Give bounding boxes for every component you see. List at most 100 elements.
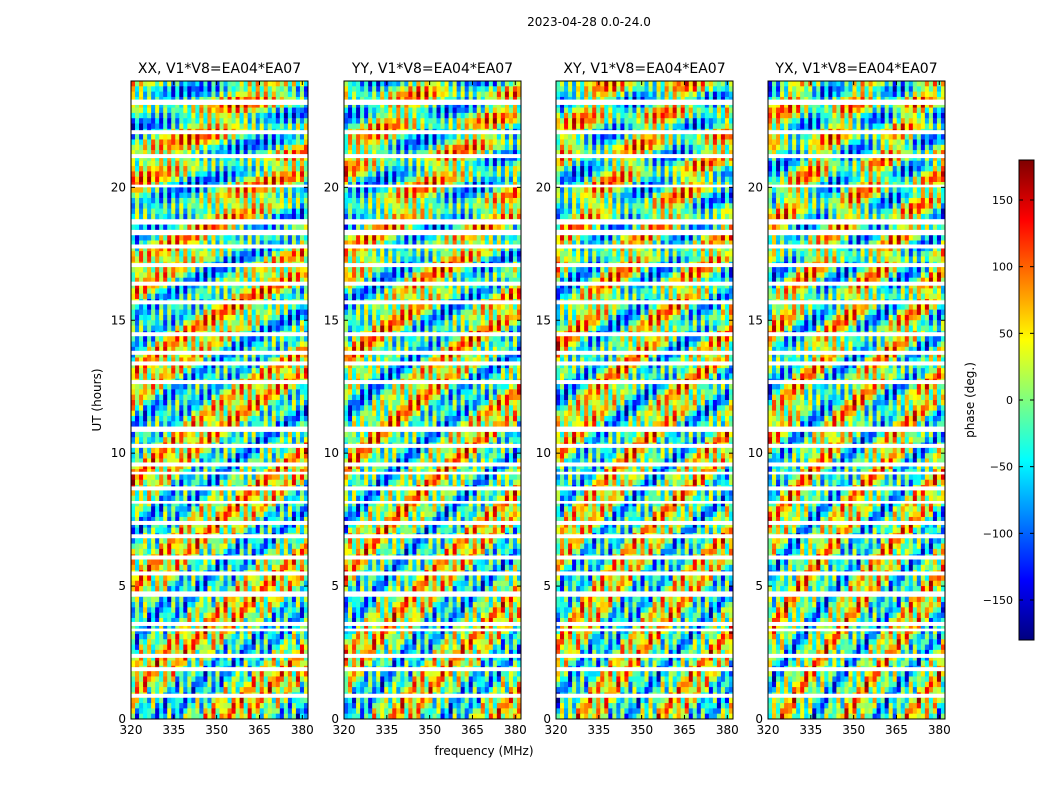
flagged-interval <box>768 501 945 504</box>
flagged-interval <box>556 571 733 576</box>
y-tick-label: 15 <box>324 313 339 327</box>
y-tick-label: 15 <box>748 313 763 327</box>
x-tick-label: 380 <box>928 723 951 737</box>
flagged-interval <box>131 621 308 626</box>
y-tick-label: 15 <box>111 313 126 327</box>
flagged-interval <box>556 361 733 366</box>
colorbar-tick-label: −100 <box>983 527 1013 540</box>
flagged-interval <box>344 130 521 135</box>
flagged-interval <box>131 244 308 249</box>
x-tick-label: 380 <box>716 723 739 737</box>
panel-title: XY, V1*V8=EA04*EA07 <box>563 61 725 77</box>
colorbar-tick-label: 0 <box>1006 394 1013 407</box>
flagged-interval <box>768 219 945 225</box>
flagged-interval <box>131 443 308 448</box>
flagged-interval <box>768 263 945 268</box>
y-tick-label: 5 <box>331 579 339 593</box>
flagged-interval <box>344 229 521 236</box>
flagged-interval <box>556 219 733 225</box>
flagged-interval <box>344 263 521 268</box>
y-axis-label: UT (hours) <box>90 368 104 431</box>
flagged-interval <box>768 154 945 159</box>
flagged-interval <box>131 380 308 385</box>
flagged-interval <box>131 693 308 698</box>
panel-yx: YX, V1*V8=EA04*EA07 320 335 350 365 380 0 5 10 15… <box>748 61 951 737</box>
flagged-interval <box>131 350 308 355</box>
flagged-interval <box>768 591 945 597</box>
flagged-interval <box>556 653 733 658</box>
flagged-interval <box>131 486 308 491</box>
flagged-interval <box>131 520 308 525</box>
flagged-interval <box>556 621 733 626</box>
flagged-interval <box>131 281 308 286</box>
flagged-interval <box>768 350 945 355</box>
x-tick-label: 365 <box>673 723 696 737</box>
colorbar-tick-label: 50 <box>999 327 1013 340</box>
flagged-interval <box>768 426 945 432</box>
panel-yy: YY, V1*V8=EA04*EA07 320 335 350 365 380 0 5 10 15… <box>324 61 527 737</box>
flagged-interval <box>768 571 945 576</box>
flagged-interval <box>556 591 733 597</box>
flagged-interval <box>131 534 308 539</box>
flagged-interval <box>344 244 521 249</box>
flagged-interval <box>131 263 308 268</box>
flagged-interval <box>344 534 521 539</box>
flagged-interval <box>131 300 308 305</box>
x-tick-label: 320 <box>545 723 568 737</box>
flagged-interval <box>344 300 521 305</box>
flagged-interval <box>344 501 521 504</box>
flagged-interval <box>344 555 521 560</box>
y-tick-label: 10 <box>111 446 126 460</box>
flagged-interval <box>556 99 733 105</box>
flagged-interval <box>131 462 308 467</box>
flagged-interval <box>768 471 945 475</box>
x-tick-label: 320 <box>757 723 780 737</box>
x-axis-label: frequency (MHz) <box>434 744 533 758</box>
flagged-interval <box>131 130 308 135</box>
flagged-interval <box>768 332 945 337</box>
y-tick-label: 20 <box>111 180 126 194</box>
flagged-interval <box>768 184 945 188</box>
flagged-interval <box>768 653 945 658</box>
flagged-interval <box>344 361 521 366</box>
flagged-interval <box>344 486 521 491</box>
flagged-interval <box>556 154 733 159</box>
colorbar-label: phase (deg.) <box>963 362 977 438</box>
panel-title: YY, V1*V8=EA04*EA07 <box>351 61 513 77</box>
x-tick-label: 350 <box>842 723 865 737</box>
y-tick-label: 5 <box>755 579 763 593</box>
flagged-interval <box>131 332 308 337</box>
flagged-interval <box>556 693 733 698</box>
y-tick-label: 20 <box>748 180 763 194</box>
flagged-interval <box>768 555 945 560</box>
flagged-interval <box>556 471 733 475</box>
flagged-interval <box>344 693 521 698</box>
flagged-interval <box>344 426 521 432</box>
flagged-interval <box>344 571 521 576</box>
y-tick-label: 10 <box>748 446 763 460</box>
x-tick-label: 365 <box>461 723 484 737</box>
flagged-interval <box>556 628 733 632</box>
y-tick-label: 20 <box>536 180 551 194</box>
panel-xy: XY, V1*V8=EA04*EA07 320 335 350 365 380 0 5 10 15… <box>536 61 739 737</box>
heatmap-cells <box>556 81 733 719</box>
flagged-interval <box>556 263 733 268</box>
panel-title: YX, V1*V8=EA04*EA07 <box>774 61 937 77</box>
flagged-interval <box>556 332 733 337</box>
flagged-interval <box>344 219 521 225</box>
flagged-interval <box>556 501 733 504</box>
x-tick-label: 335 <box>799 723 822 737</box>
flagged-interval <box>344 332 521 337</box>
x-tick-label: 320 <box>120 723 143 737</box>
heatmap-cells <box>131 81 308 719</box>
y-tick-label: 5 <box>543 579 551 593</box>
flagged-interval <box>131 628 308 632</box>
flagged-interval <box>556 281 733 286</box>
flagged-interval <box>768 380 945 385</box>
flagged-interval <box>131 667 308 672</box>
flagged-interval <box>344 628 521 632</box>
flagged-interval <box>768 621 945 626</box>
flagged-interval <box>344 591 521 597</box>
flagged-interval <box>131 653 308 658</box>
flagged-interval <box>131 229 308 236</box>
